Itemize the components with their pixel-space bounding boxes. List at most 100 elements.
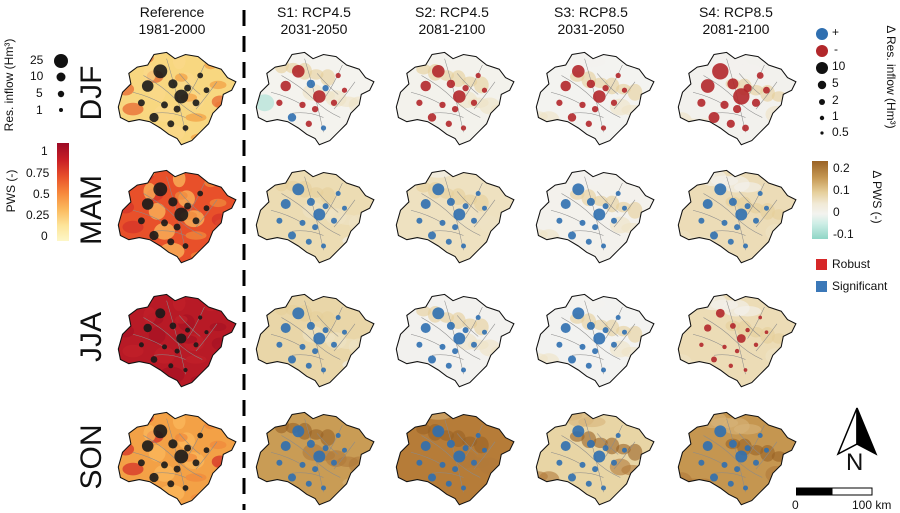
reservoir-marker — [416, 459, 423, 466]
reservoir-marker — [462, 84, 469, 92]
reservoir-marker — [475, 315, 481, 320]
reservoir-marker — [168, 363, 174, 369]
reservoir-marker — [280, 441, 291, 451]
reference-map-djf — [117, 51, 237, 146]
delta-pws-patch — [462, 436, 478, 448]
reservoir-marker — [168, 79, 178, 89]
reservoir-marker — [161, 461, 168, 469]
reservoir-marker — [153, 182, 168, 197]
river-line — [325, 424, 343, 457]
delta-pws-patch — [274, 56, 289, 74]
delta-pws-patch — [771, 333, 787, 344]
pws-patch — [222, 135, 236, 145]
reservoir-marker — [601, 485, 606, 491]
map-fill — [536, 170, 654, 263]
river-line — [613, 199, 636, 228]
delta-pws-patch — [259, 483, 287, 501]
basin-outline — [395, 51, 515, 146]
reservoir-marker — [475, 72, 481, 79]
river-line — [325, 306, 343, 339]
river-line — [333, 81, 356, 110]
column-header-line2: 2031-2050 — [280, 21, 348, 37]
basin-outline — [677, 411, 797, 506]
reservoir-marker — [462, 203, 469, 210]
reservoir-marker — [567, 113, 577, 122]
reservoir-marker — [697, 98, 706, 107]
reservoir-marker — [452, 466, 459, 473]
map-fill — [536, 412, 654, 505]
pws-patch — [143, 424, 157, 442]
delta-pws-patch — [262, 416, 278, 428]
column-header-s1: S1: RCP4.5 2031-2050 — [254, 4, 374, 38]
delta-pws-patch — [259, 241, 287, 259]
pws-patch — [185, 355, 207, 364]
delta-pws-patch — [578, 174, 606, 186]
column-header-line1: Reference — [139, 4, 205, 20]
reservoir-marker — [560, 80, 571, 92]
reservoir-marker — [428, 473, 436, 482]
reservoir-marker — [592, 466, 599, 473]
river-line — [703, 435, 763, 478]
delta-pws-patch — [271, 248, 299, 259]
pws-patch — [143, 306, 157, 324]
river-line — [456, 73, 479, 95]
reservoir-marker — [149, 472, 159, 483]
reservoir-marker — [428, 355, 436, 364]
reservoir-marker — [622, 329, 627, 335]
delta-pws-patch — [396, 242, 418, 260]
pws-patch — [148, 84, 166, 102]
reservoir-marker — [560, 323, 571, 333]
delta-pws-patch — [256, 123, 276, 135]
reservoir-marker — [611, 217, 617, 224]
river-line — [713, 230, 746, 236]
reservoir-marker — [560, 199, 571, 209]
reservoir-marker — [446, 321, 455, 330]
pws-patch — [148, 202, 166, 220]
reservoir-marker — [585, 480, 592, 487]
reservoir-marker — [192, 459, 200, 467]
reservoir-marker — [460, 125, 467, 131]
river-line — [571, 112, 604, 118]
reservoir-marker — [622, 447, 627, 453]
reservoir-marker — [342, 329, 347, 335]
reservoir-marker — [306, 321, 315, 330]
pws-patch — [118, 422, 125, 436]
reservoir-marker — [143, 323, 152, 333]
pws-patch — [141, 170, 155, 181]
delta-size-label: 5 — [832, 76, 839, 90]
reservoir-marker — [757, 433, 763, 438]
river-line — [465, 182, 483, 215]
basin-outline — [677, 169, 797, 264]
river-line — [316, 191, 339, 213]
scenario-map-s3-mam — [535, 169, 655, 264]
basin-outline — [117, 293, 237, 388]
river-line — [132, 334, 165, 348]
river-line — [738, 433, 761, 455]
delta-pws-patch — [271, 490, 299, 501]
delta-pws-patch — [496, 124, 514, 136]
reservoir-marker — [714, 183, 727, 196]
pws-patch — [204, 60, 217, 70]
basin-outline — [677, 293, 797, 388]
river-line — [316, 433, 339, 455]
season-label-jja: JJA — [75, 312, 108, 363]
delta-pws-patch — [320, 187, 336, 204]
north-label: N — [846, 449, 864, 476]
river-line — [291, 354, 324, 360]
reservoir-marker — [745, 327, 750, 333]
delta-size-label: 1 — [832, 109, 839, 123]
reservoir-marker — [579, 343, 586, 350]
reservoir-marker — [712, 63, 729, 80]
reservoir-marker — [726, 119, 735, 128]
pws-tick: 1 — [41, 144, 48, 158]
inflow-size-marker — [56, 72, 66, 82]
reservoir-marker — [174, 89, 189, 104]
pws-patch — [118, 62, 125, 76]
reservoir-marker — [287, 113, 297, 122]
delta-inflow-legend-title: Δ Res. inflow (Hm³) — [884, 25, 898, 129]
river-line — [596, 315, 619, 337]
pws-patch — [220, 238, 236, 248]
river-line — [316, 73, 339, 95]
reservoir-marker — [305, 238, 312, 245]
delta-pws-patch — [502, 103, 514, 121]
